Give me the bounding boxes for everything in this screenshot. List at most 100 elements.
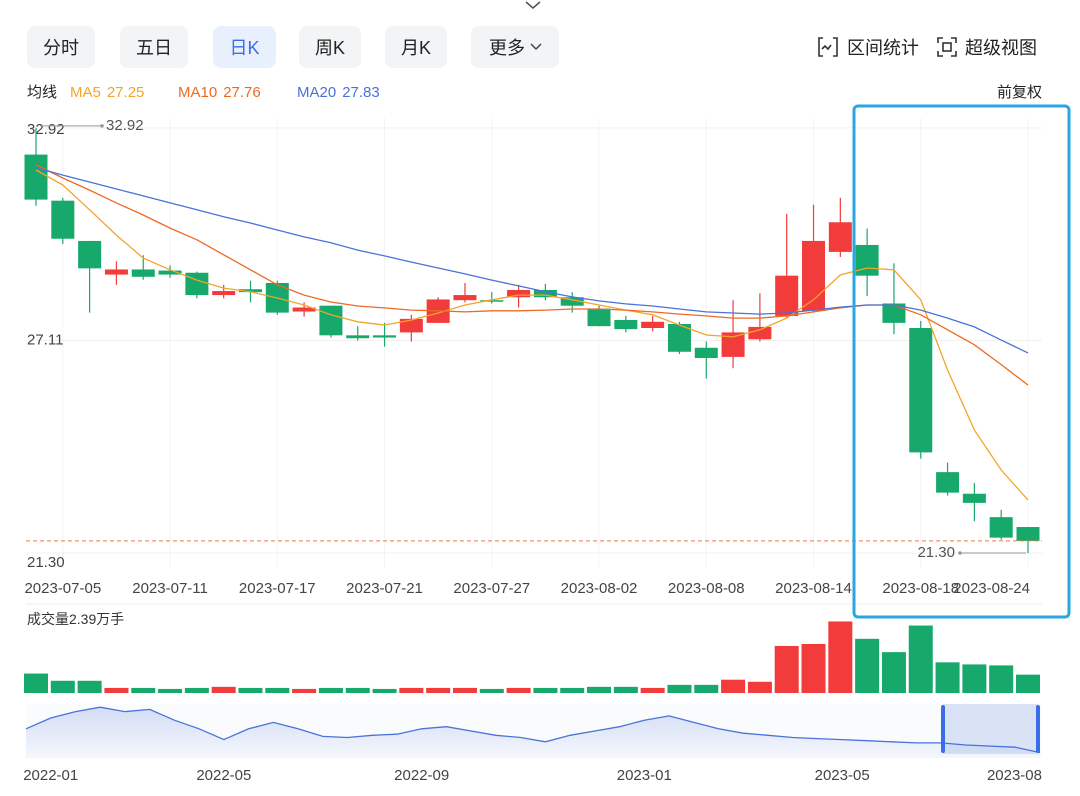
candle-body	[373, 335, 397, 338]
overview-line	[25, 706, 1041, 754]
volume-bar	[667, 684, 692, 693]
candle-body	[667, 323, 691, 352]
candle-body	[453, 295, 477, 301]
annotation-dot	[958, 551, 962, 555]
volume-bar	[828, 621, 853, 693]
volume-bar	[211, 686, 236, 693]
candle-body	[24, 154, 48, 200]
volume-bar	[774, 645, 799, 693]
adjust-label: 前复权	[997, 83, 1042, 101]
candle-body	[614, 319, 638, 330]
volume-label: 成交量2.39万手	[27, 611, 124, 627]
candle-body	[399, 318, 423, 333]
x-tick-label: 2023-07-21	[346, 580, 423, 597]
legend-value: 27.76	[223, 84, 261, 101]
selection-handle[interactable]	[941, 705, 945, 753]
candle-body	[694, 347, 718, 358]
volume-bar	[747, 681, 772, 693]
candle-body	[51, 200, 75, 239]
volume-bar	[506, 687, 531, 693]
x-tick-label: 2023-08-18	[882, 580, 959, 597]
tab[interactable]: 分时	[27, 26, 95, 68]
collapse-caret[interactable]	[525, 1, 541, 10]
candle-body	[185, 272, 209, 296]
selection-handle[interactable]	[1036, 705, 1040, 753]
volume-bar	[24, 673, 48, 693]
overview-x-label: 2022-01	[23, 767, 78, 784]
tab-chevron	[530, 43, 542, 51]
volume-bar	[238, 687, 263, 693]
volume-bar	[50, 680, 75, 693]
candle-body	[104, 269, 128, 275]
candle-body	[828, 222, 852, 252]
volume-bar	[426, 687, 451, 693]
tab-label: 日K	[229, 38, 259, 58]
candle-body	[507, 289, 531, 298]
volume-bar	[560, 687, 585, 693]
tab-label: 月K	[401, 38, 431, 58]
x-tick-label: 2023-07-27	[453, 580, 530, 597]
legend-entry: MA5 27.25	[70, 84, 144, 101]
tab-bg	[385, 26, 447, 68]
tab-label: 分时	[43, 38, 79, 58]
candle-body	[882, 303, 906, 323]
tab[interactable]: 五日	[120, 26, 188, 68]
tab[interactable]: 周K	[299, 26, 361, 68]
legend-entry: MA20 27.83	[297, 84, 380, 101]
x-tick-label: 2023-08-08	[668, 580, 745, 597]
volume-bar	[265, 687, 290, 693]
annotation: 21.30	[917, 544, 955, 561]
candle-body	[319, 305, 343, 336]
volume-bar	[989, 665, 1014, 693]
tab[interactable]: 更多	[471, 26, 559, 68]
tab-bg	[471, 26, 559, 68]
volume-bar	[184, 687, 209, 693]
x-tick-label: 2023-07-17	[239, 580, 316, 597]
volume-bar	[479, 688, 504, 693]
legend-value: 27.83	[342, 84, 380, 101]
volume-bar	[533, 687, 558, 693]
volume-bar	[77, 680, 102, 693]
overview-selection	[943, 704, 1038, 754]
tab-label: 周K	[315, 38, 345, 58]
tool-button[interactable]: 超级视图	[965, 38, 1037, 58]
tab-bg	[213, 26, 276, 68]
tool-button[interactable]: 区间统计	[847, 38, 919, 58]
ma-line	[35, 169, 1029, 501]
overview-area	[26, 707, 1040, 758]
candle-body	[131, 269, 155, 277]
range-stats-icon	[818, 37, 838, 57]
y-tick-label: 21.30	[27, 554, 65, 571]
super-view-icon	[937, 37, 957, 57]
overview-x-label: 2023-08	[987, 767, 1042, 784]
x-tick-label: 2023-08-24	[953, 580, 1030, 597]
overview-x-label: 2022-09	[394, 767, 449, 784]
tab[interactable]: 日K	[213, 26, 276, 68]
tab-label: 更多	[489, 38, 525, 58]
volume-bar	[372, 688, 397, 693]
tab-bg	[120, 26, 188, 68]
volume-bar	[962, 664, 987, 693]
legend-value: 27.25	[107, 84, 145, 101]
volume-bar	[318, 687, 343, 693]
candle-body	[802, 240, 826, 311]
x-tick-label: 2023-08-14	[775, 580, 852, 597]
candle-body	[748, 326, 772, 340]
volume-bar	[399, 687, 424, 693]
x-tick-label: 2023-07-05	[24, 580, 101, 597]
y-tick-label: 32.92	[27, 121, 65, 138]
tab-label: 五日	[136, 38, 172, 58]
candle-body	[78, 240, 102, 269]
legend-entry: MA10 27.76	[178, 84, 261, 101]
tab-bg	[299, 26, 361, 68]
candle-body	[480, 300, 504, 302]
volume-bar	[855, 638, 880, 693]
tab[interactable]: 月K	[385, 26, 447, 68]
volume-bar	[881, 652, 906, 693]
legend-title: 均线	[27, 84, 57, 101]
candle-body	[775, 275, 799, 316]
candle-body	[909, 328, 933, 453]
ma-line	[35, 167, 1029, 354]
